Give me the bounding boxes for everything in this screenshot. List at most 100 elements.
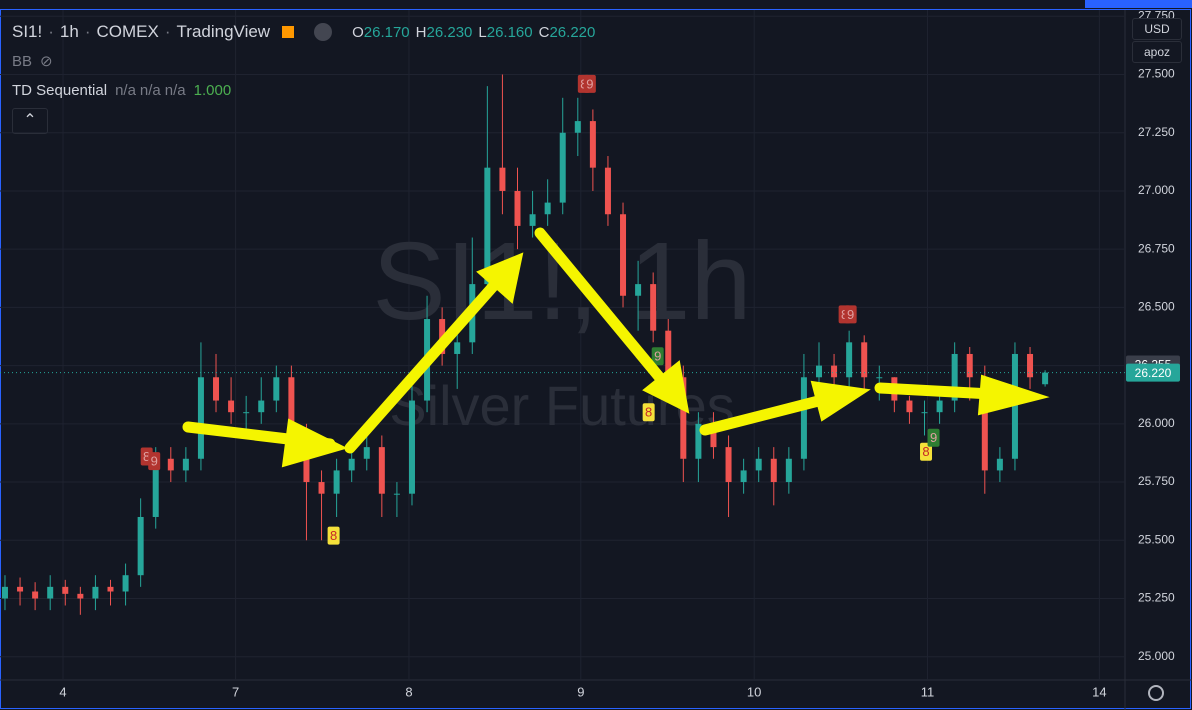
- candle-body: [77, 593, 84, 599]
- arrow-head: [642, 360, 690, 414]
- hidden-icon[interactable]: ⊘: [40, 53, 53, 70]
- y-tick-label: 26.750: [1138, 241, 1175, 255]
- candle-body: [800, 377, 807, 459]
- candle-body: [228, 400, 235, 413]
- candle-body: [725, 447, 732, 483]
- y-tick-label: 27.000: [1138, 183, 1175, 197]
- candle-body: [529, 214, 536, 226]
- candle-body: [484, 167, 491, 285]
- candle-body: [785, 458, 792, 483]
- candle-body: [363, 447, 370, 459]
- candle-body: [92, 586, 99, 599]
- y-tick-label: 26.500: [1138, 300, 1175, 314]
- arrow-head: [476, 252, 524, 304]
- indicator[interactable]: BB: [12, 52, 33, 70]
- candle-body: [273, 377, 280, 401]
- exchange: COMEX: [96, 22, 159, 41]
- candle-body: [1027, 353, 1034, 378]
- x-tick-label: 4: [59, 684, 66, 699]
- td-label: 9: [930, 430, 937, 445]
- y-tick-label: 27.250: [1138, 125, 1175, 139]
- arrow-head: [281, 418, 348, 468]
- x-tick-label: 11: [921, 684, 935, 699]
- td-label: 9: [586, 76, 593, 91]
- frame: [0, 9, 1191, 709]
- candle-body: [167, 458, 174, 471]
- candle-body: [393, 493, 400, 495]
- candle-body: [815, 365, 822, 378]
- y-tick-label: 26.000: [1138, 416, 1175, 430]
- td-row: TD Sequential n/a n/a n/a 1.000: [12, 82, 231, 99]
- td-badge: [651, 347, 664, 366]
- price-badge-label: 26.220: [1135, 366, 1172, 380]
- candle-body: [152, 458, 159, 517]
- top-bar: [1085, 0, 1192, 8]
- currency-button[interactable]: USD: [1132, 18, 1182, 40]
- td-badge: [642, 403, 655, 422]
- candle-body: [635, 284, 642, 296]
- candle-body: [665, 330, 672, 378]
- y-tick-label: 27.500: [1138, 67, 1175, 81]
- td-value: n/a: [164, 82, 186, 99]
- unit-button[interactable]: apoz: [1132, 41, 1182, 63]
- td-badge: [927, 428, 940, 447]
- candle-body: [620, 214, 627, 296]
- candle-body: [574, 121, 581, 133]
- td-value: n/a: [139, 82, 161, 99]
- candle-body: [1, 586, 8, 599]
- candle-body: [650, 284, 657, 331]
- candle-body: [197, 377, 204, 459]
- candle-body: [831, 365, 838, 378]
- sep: ·: [48, 22, 54, 41]
- candle-body: [680, 377, 687, 459]
- settings-icon[interactable]: [1148, 685, 1164, 701]
- flag-icon[interactable]: [282, 26, 295, 38]
- x-tick-label: 10: [747, 684, 761, 699]
- ohlc-key: H: [415, 23, 427, 41]
- source: TradingView: [176, 22, 271, 41]
- candle-body: [740, 470, 747, 483]
- sep: ·: [164, 22, 171, 41]
- candle-body: [876, 377, 883, 379]
- y-tick-label: 25.000: [1138, 649, 1175, 663]
- td-value: n/a: [115, 82, 136, 99]
- status-icon[interactable]: [314, 23, 333, 41]
- candle-body: [137, 516, 144, 576]
- candle-body: [243, 412, 250, 414]
- td-label: 9: [151, 454, 158, 469]
- td-label: 8: [580, 76, 587, 91]
- x-tick-label: 7: [232, 684, 239, 699]
- candle-body: [921, 412, 928, 414]
- candle-body: [936, 400, 943, 413]
- td-badge: [583, 74, 596, 93]
- candle-body: [47, 586, 54, 599]
- candle-body: [770, 458, 777, 483]
- indicator[interactable]: TD Sequential: [12, 82, 108, 99]
- arrow-line: [344, 267, 511, 454]
- candle-body: [559, 132, 566, 203]
- collapse-button[interactable]: ⌃: [12, 108, 48, 134]
- candle-body: [604, 167, 611, 215]
- candle-body: [122, 575, 129, 592]
- candle-body: [846, 342, 853, 378]
- candle-body: [107, 586, 114, 592]
- td-badge: [920, 442, 933, 461]
- candle-body: [32, 591, 39, 599]
- candle-body: [454, 342, 461, 354]
- candle-body: [408, 400, 415, 494]
- candle-body: [499, 167, 506, 191]
- price-badge: [1126, 363, 1180, 382]
- td-badge: [327, 526, 340, 545]
- interval: 1h: [59, 22, 79, 41]
- header: SI1! · 1h · COMEX · TradingView O 26.170 H 26…: [12, 22, 595, 42]
- candle-body: [378, 447, 385, 494]
- candle-body: [318, 482, 325, 494]
- ohlc-key: L: [478, 23, 487, 41]
- td-value: 1.000: [193, 82, 232, 99]
- candle-body: [348, 458, 355, 471]
- ohlc-value: 26.230: [426, 23, 473, 41]
- candle-body: [861, 342, 868, 378]
- candle-body: [710, 423, 717, 448]
- td-label: 8: [645, 405, 652, 420]
